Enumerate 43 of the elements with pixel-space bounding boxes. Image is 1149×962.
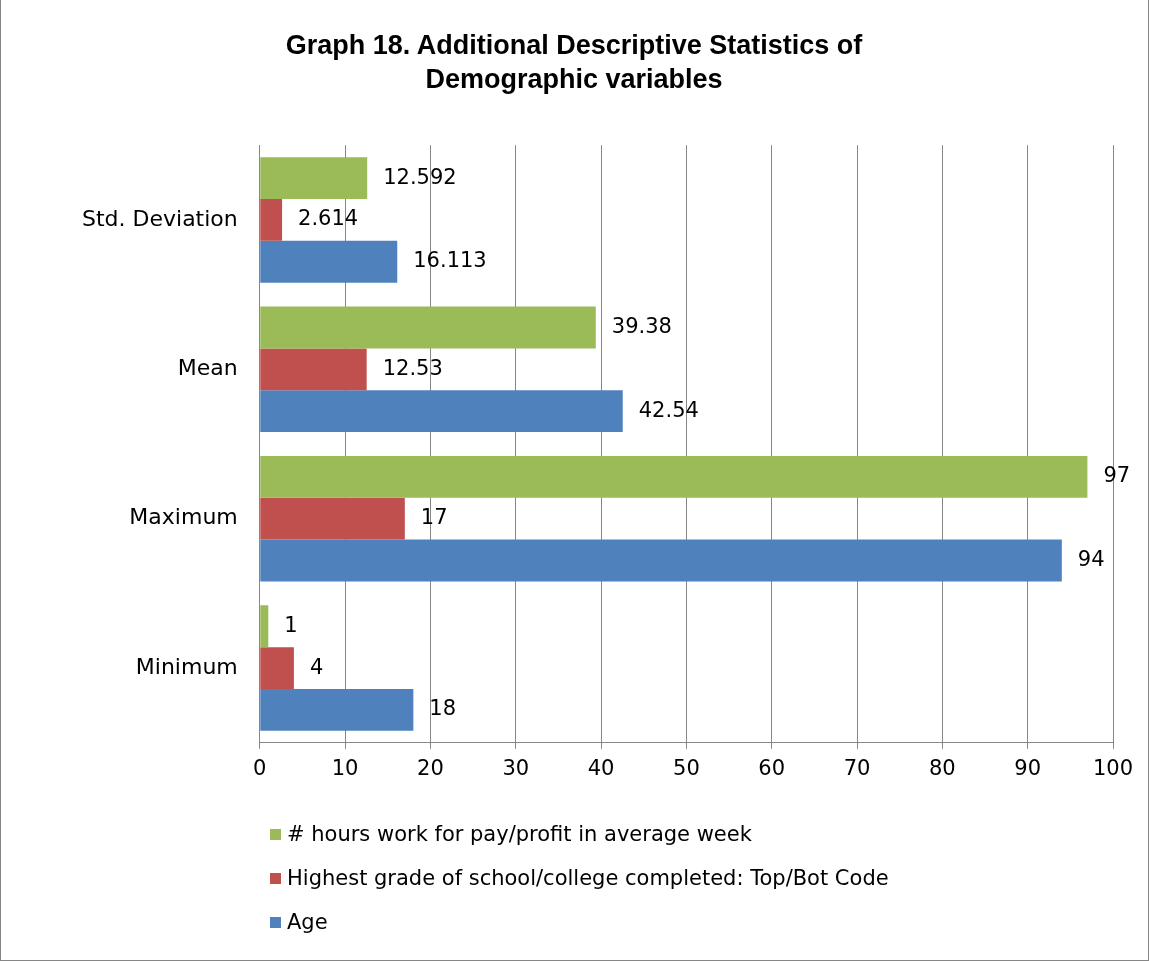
x-tick-label: 20 bbox=[417, 755, 444, 780]
x-tick-label: 10 bbox=[331, 755, 359, 780]
data-label: 12.592 bbox=[383, 164, 457, 189]
data-label: 97 bbox=[1103, 463, 1131, 488]
x-tick-label: 100 bbox=[1092, 755, 1134, 780]
legend-label: # hours work for pay/profit in average week bbox=[287, 822, 752, 846]
bar bbox=[260, 539, 1062, 582]
bar bbox=[260, 348, 367, 391]
legend-label: Age bbox=[287, 910, 328, 934]
x-tick-label: 70 bbox=[843, 755, 871, 780]
bar bbox=[260, 689, 414, 731]
bar bbox=[260, 157, 368, 199]
data-label: 4 bbox=[309, 654, 324, 679]
y-tick-label: Mean bbox=[177, 355, 238, 381]
y-tick-label: Minimum bbox=[135, 653, 238, 679]
legend-label: Highest grade of school/college completed: Top/Bot Code bbox=[287, 866, 889, 890]
data-label: 1 bbox=[284, 612, 298, 637]
data-label: 39.38 bbox=[611, 313, 672, 338]
x-tick-label: 0 bbox=[253, 755, 267, 780]
x-tick-label: 90 bbox=[1014, 755, 1042, 780]
x-tick-label: 30 bbox=[502, 755, 530, 780]
data-label: 16.113 bbox=[413, 248, 487, 273]
bar bbox=[260, 390, 623, 433]
bar bbox=[260, 240, 398, 283]
bar bbox=[260, 497, 405, 540]
bar bbox=[260, 605, 269, 648]
y-tick-label: Std. Deviation bbox=[81, 205, 238, 231]
x-tick-label: 40 bbox=[587, 755, 615, 780]
x-tick-label: 50 bbox=[673, 755, 700, 780]
y-tick-label: Maximum bbox=[129, 504, 238, 530]
chart-title: Graph 18. Additional Descriptive Statistics of Demographic variables bbox=[284, 29, 864, 96]
data-label: 42.54 bbox=[638, 397, 699, 422]
x-tick-label: 80 bbox=[928, 755, 956, 780]
data-label: 2.614 bbox=[298, 206, 359, 231]
bar bbox=[260, 306, 596, 349]
data-label: 94 bbox=[1077, 546, 1105, 571]
bar bbox=[260, 647, 294, 690]
bar bbox=[260, 198, 283, 241]
data-label: 12.53 bbox=[382, 355, 443, 380]
bar bbox=[260, 455, 1088, 498]
data-label: 17 bbox=[420, 505, 448, 530]
data-label: 18 bbox=[429, 696, 457, 721]
x-tick-label: 60 bbox=[758, 755, 786, 780]
